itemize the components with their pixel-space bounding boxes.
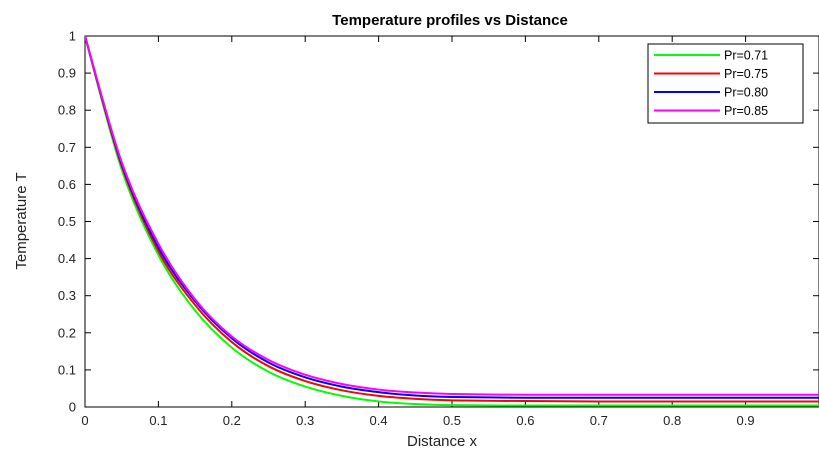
x-tick-label: 0.4 bbox=[370, 413, 388, 428]
x-tick-label: 0.9 bbox=[737, 413, 755, 428]
x-tick-label: 0.3 bbox=[296, 413, 314, 428]
x-axis-label: Distance x bbox=[407, 433, 478, 450]
x-tick-label: 0.6 bbox=[516, 413, 534, 428]
legend-entry: Pr=0.75 bbox=[724, 67, 768, 81]
y-tick-label: 0.1 bbox=[58, 362, 76, 377]
x-tick-label: 0.2 bbox=[223, 413, 241, 428]
y-tick-label: 0.4 bbox=[58, 251, 76, 266]
y-tick-label: 0.3 bbox=[58, 288, 76, 303]
x-tick-label: 0.1 bbox=[149, 413, 167, 428]
axis-ticks: 0 0.1 0.2 0.3 0.4 0.5 0.6 0.7 0.8 0.9 0 0.1 0.2 0.3 0.… bbox=[58, 29, 819, 428]
series-line-2 bbox=[85, 35, 819, 399]
y-tick-label: 1 bbox=[69, 29, 76, 44]
legend-entry: Pr=0.71 bbox=[724, 49, 768, 63]
y-tick-label: 0.2 bbox=[58, 325, 76, 340]
series-line-3 bbox=[85, 35, 819, 396]
y-tick-label: 0.8 bbox=[58, 103, 76, 118]
y-tick-label: 0.9 bbox=[58, 66, 76, 81]
y-tick-label: 0.7 bbox=[58, 140, 76, 155]
y-tick-label: 0.6 bbox=[58, 177, 76, 192]
series-line-0 bbox=[85, 35, 819, 407]
series-lines bbox=[85, 35, 819, 407]
x-tick-label: 0.8 bbox=[663, 413, 681, 428]
x-tick-label: 0.5 bbox=[443, 413, 461, 428]
chart-title: Temperature profiles vs Distance bbox=[332, 12, 568, 29]
legend: Pr=0.71 Pr=0.75 Pr=0.80 Pr=0.85 bbox=[647, 43, 804, 124]
y-tick-label: 0.5 bbox=[58, 214, 76, 229]
legend-entry: Pr=0.80 bbox=[724, 86, 768, 100]
series-line-1 bbox=[85, 35, 819, 403]
legend-entry: Pr=0.85 bbox=[724, 104, 768, 118]
x-tick-label: 0 bbox=[81, 413, 88, 428]
y-tick-label: 0 bbox=[69, 400, 76, 415]
x-tick-label: 0.7 bbox=[590, 413, 608, 428]
y-axis-label: Temperature T bbox=[13, 172, 30, 269]
